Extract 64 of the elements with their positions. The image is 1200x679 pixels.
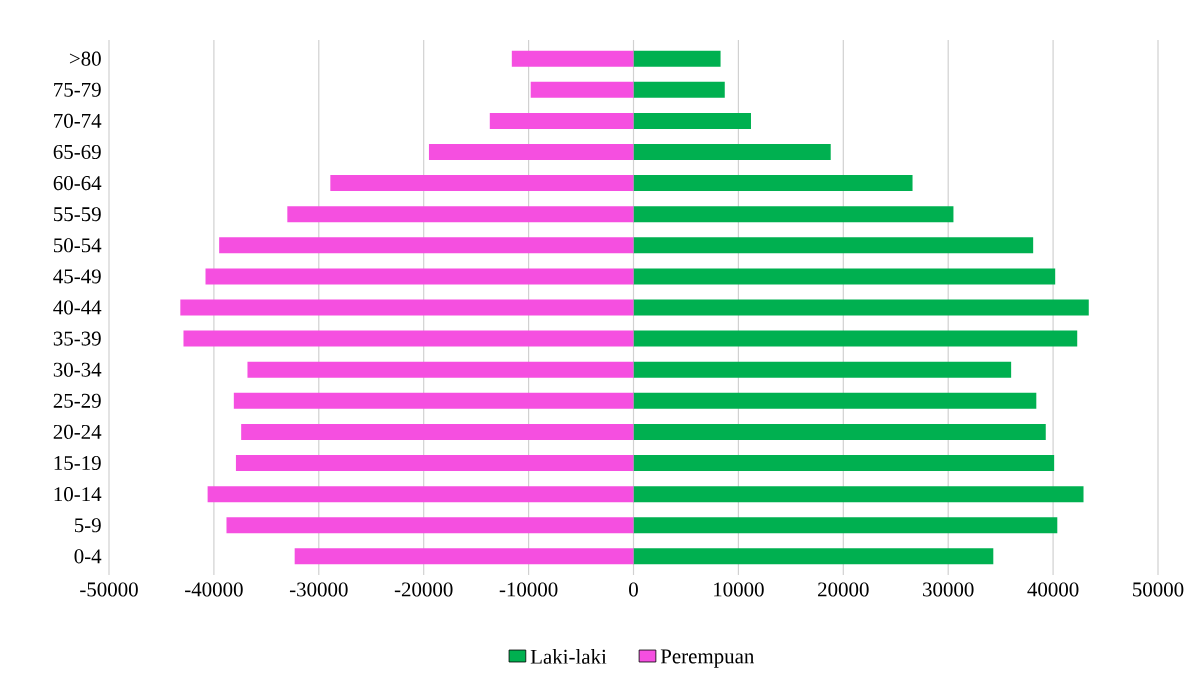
x-tick-label: 50000: [1133, 582, 1184, 597]
bar: [633, 206, 954, 223]
y-tick-label: 50-54: [54, 238, 102, 253]
y-tick-label: 10-14: [54, 487, 102, 502]
bar: [235, 455, 634, 472]
bar: [219, 237, 634, 254]
bar: [183, 330, 634, 347]
bar: [633, 486, 1084, 503]
x-tick-label: 40000: [1027, 582, 1079, 597]
bar: [633, 517, 1058, 534]
bar: [633, 237, 1034, 254]
bar: [180, 299, 634, 316]
bar: [207, 486, 634, 503]
x-tick-label: 30000: [923, 582, 974, 597]
bar: [247, 361, 634, 378]
bar: [511, 50, 634, 67]
bar: [633, 175, 913, 192]
y-tick-label: 70-74: [54, 113, 102, 128]
y-tick-label: 55-59: [54, 207, 101, 222]
y-tick-label: 75-79: [54, 82, 101, 97]
legend-label: Perempuan: [660, 649, 755, 668]
bar: [233, 392, 634, 409]
bar: [633, 392, 1037, 409]
legend-label: Laki-laki: [530, 649, 607, 664]
bar: [241, 423, 634, 440]
y-tick-label: 25-29: [53, 393, 101, 408]
bar: [633, 81, 725, 98]
bar: [226, 517, 634, 534]
y-tick-label: 5-9: [74, 518, 101, 533]
y-tick-label: >80: [69, 51, 101, 66]
bar: [633, 50, 721, 67]
x-tick-label: -20000: [394, 582, 453, 597]
bar: [633, 112, 751, 129]
bar: [633, 143, 831, 160]
bar: [633, 361, 1012, 378]
bar: [205, 268, 634, 285]
y-tick-label: 40-44: [53, 300, 102, 315]
x-tick-label: -40000: [185, 582, 243, 597]
y-tick-label: 0-4: [74, 549, 102, 564]
y-tick-label: 45-49: [53, 269, 101, 284]
bar: [633, 330, 1078, 347]
y-tick-label: 35-39: [53, 331, 101, 346]
bar: [330, 175, 634, 192]
bar: [428, 143, 634, 160]
bar: [530, 81, 634, 98]
bar: [633, 299, 1089, 316]
y-tick-label: 60-64: [53, 176, 102, 191]
y-tick-label: 20-24: [53, 424, 102, 439]
x-tick-label: 20000: [818, 582, 869, 597]
bar: [633, 455, 1055, 472]
x-tick-label: 0: [629, 582, 638, 597]
y-tick-label: 30-34: [53, 362, 102, 377]
bar: [294, 548, 634, 565]
bar: [287, 206, 634, 223]
bar: [489, 112, 634, 129]
bar: [633, 423, 1046, 440]
y-tick-label: 65-69: [53, 144, 101, 160]
bar: [633, 268, 1056, 285]
x-tick-label: -50000: [80, 582, 138, 597]
x-tick-label: 10000: [714, 582, 764, 597]
y-tick-label: 15-19: [54, 456, 101, 471]
x-tick-label: -30000: [289, 582, 348, 597]
bar: [633, 548, 994, 565]
x-tick-label: -10000: [499, 582, 558, 597]
